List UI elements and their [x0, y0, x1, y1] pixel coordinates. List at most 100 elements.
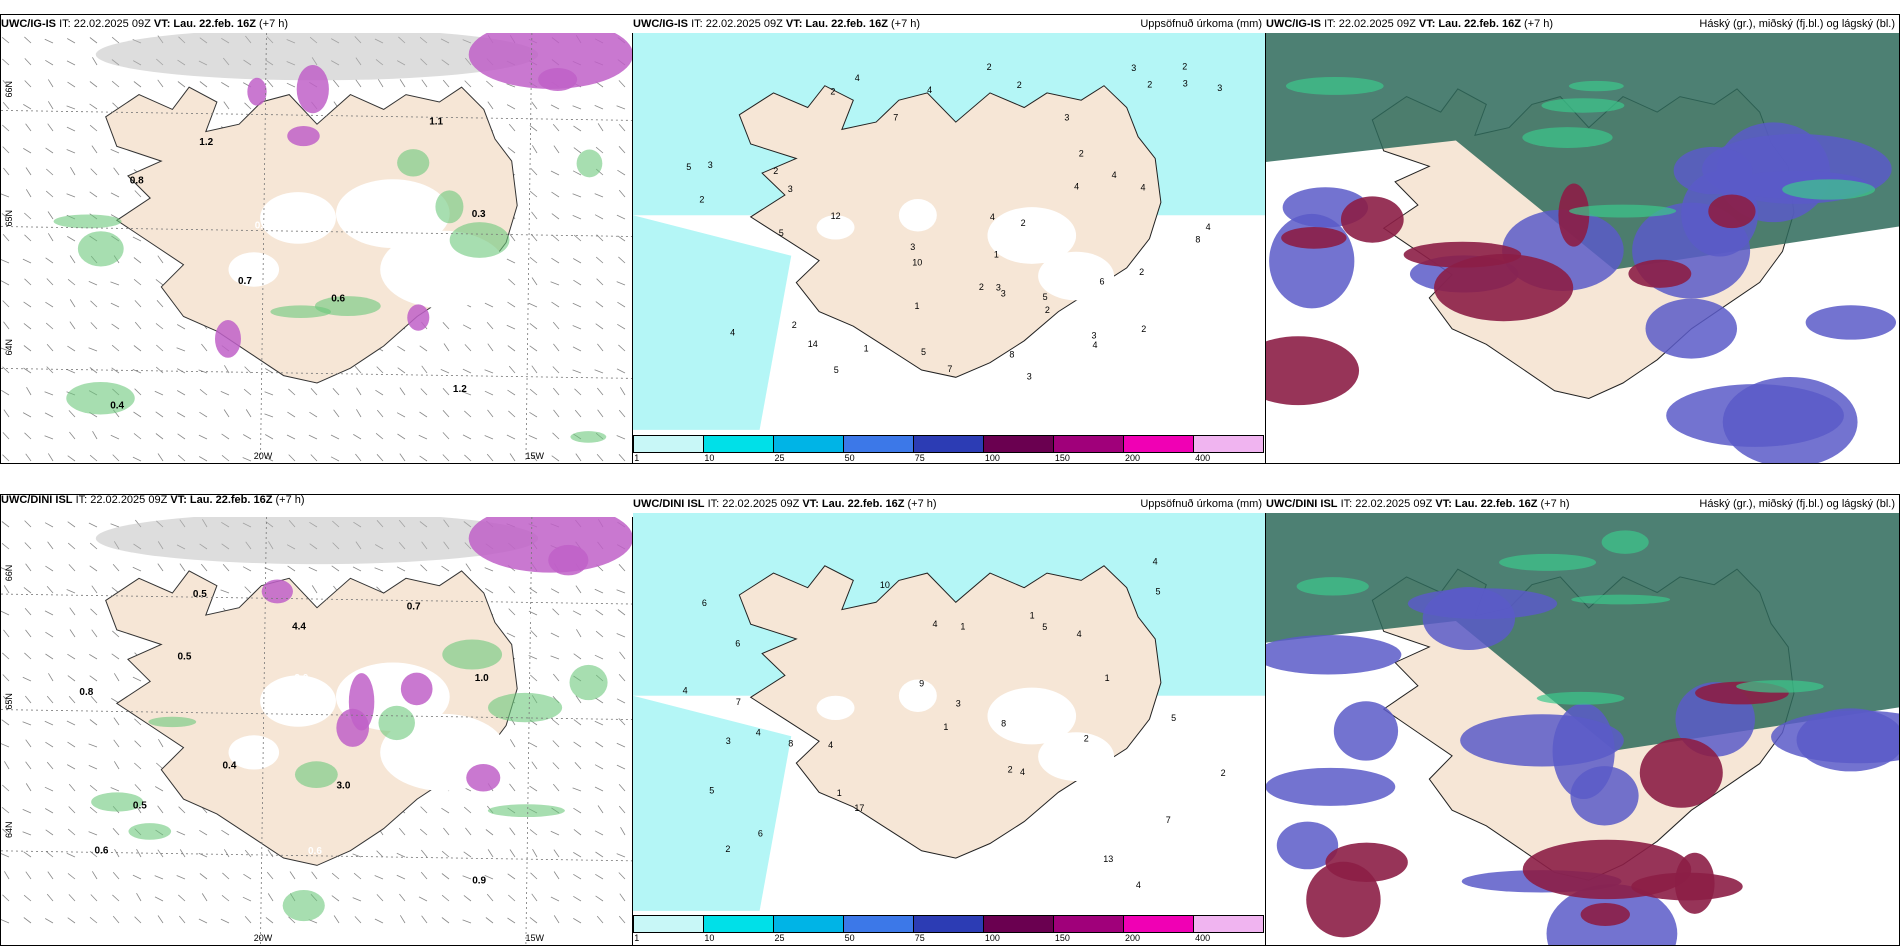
wind-barb — [1, 542, 10, 550]
wind-barb — [616, 368, 626, 374]
wind-barb — [617, 609, 626, 616]
field-blob — [1580, 903, 1630, 927]
field-blob — [1281, 227, 1347, 249]
legend-tick-label: 400 — [1195, 933, 1211, 943]
legend-tick-label: 75 — [914, 933, 925, 943]
map-layer — [1266, 513, 1899, 945]
model-name: UWC/IG-IS — [633, 18, 688, 30]
map-label: 1 — [915, 301, 920, 311]
wind-barb — [507, 873, 516, 880]
wind-barb — [91, 629, 98, 638]
wind-barb — [89, 191, 98, 198]
wind-barb — [529, 256, 538, 264]
wind-barb — [616, 742, 626, 748]
wind-barb — [25, 167, 32, 176]
wind-barb — [47, 453, 54, 462]
legend-tick-label: 50 — [844, 453, 855, 463]
wind-barb — [67, 521, 76, 528]
wind-barb — [265, 434, 274, 440]
wind-barb — [595, 873, 604, 880]
field-blob — [449, 222, 510, 258]
map-label: 3 — [910, 242, 915, 252]
wind-barb — [352, 897, 362, 902]
legend-tick-label: 150 — [1054, 453, 1070, 463]
wind-barb — [399, 453, 406, 462]
wind-barb — [463, 895, 472, 902]
field-blob — [91, 792, 144, 812]
wind-barb — [484, 435, 494, 440]
weather-map[interactable] — [1266, 513, 1899, 945]
valid-time: Lau. 22.feb. 16Z — [805, 18, 888, 30]
wind-barb — [45, 829, 54, 836]
wind-barb — [25, 629, 32, 638]
wind-barb — [619, 893, 626, 902]
map-label: 2 — [1182, 62, 1187, 72]
wind-barb — [44, 38, 54, 44]
weather-map[interactable] — [1266, 33, 1899, 463]
wind-barb — [66, 589, 76, 594]
wind-barb — [22, 258, 32, 264]
wind-barb — [134, 321, 142, 330]
wind-barb — [177, 412, 186, 418]
wind-barb — [46, 585, 54, 594]
wind-barb — [551, 213, 560, 220]
wind-barb — [507, 917, 516, 924]
map-label: 17 — [854, 803, 864, 813]
weather-map[interactable]: 1.2 0.8 0.7 0.5 1.1 0.3 0.6 0.4 1.2 0.8 0.6 1.2 0.5 6… — [1, 33, 633, 463]
wind-barb — [356, 409, 362, 418]
wind-barb — [47, 79, 54, 88]
wind-barb — [157, 563, 164, 572]
wind-barb — [67, 917, 76, 924]
wind-barb — [112, 102, 120, 110]
wind-barb — [267, 849, 274, 858]
wind-barb — [132, 369, 142, 374]
wind-barb — [24, 234, 32, 242]
wind-barb — [441, 917, 450, 924]
map-label: 2 — [792, 320, 797, 330]
wind-barb — [113, 673, 120, 682]
wind-barb — [594, 786, 604, 792]
wind-barb — [90, 894, 98, 902]
wind-barb — [25, 783, 32, 792]
wind-barb — [2, 80, 10, 88]
wind-barb — [572, 105, 582, 110]
map-label: 0.5 — [343, 382, 357, 393]
wind-barb — [440, 369, 450, 374]
map-label: 0.8 — [79, 687, 93, 698]
map-label: 2 — [987, 62, 992, 72]
wind-barb — [67, 455, 76, 462]
wind-barb — [572, 302, 582, 308]
map-panel-igis-cloud: UWC/IG-IS IT: 22.02.2025 09Z VT: Lau. 22… — [1265, 14, 1900, 464]
field-blob — [294, 761, 338, 788]
wind-barb — [552, 366, 560, 374]
wind-barb — [44, 435, 54, 440]
wind-barb — [576, 629, 582, 638]
wind-barb — [154, 390, 164, 396]
wind-barb — [619, 387, 626, 396]
map-label: 7 — [736, 697, 741, 707]
wind-barb — [244, 586, 252, 594]
weather-map[interactable]: 0.3 0.5 0.4 0.6 0.7 1.0 0.4 0.6 0.5 2.0 3.0 0.9 0.9 0… — [1, 517, 633, 945]
wind-barb — [286, 82, 296, 88]
field-blob — [468, 517, 633, 573]
wind-barb — [420, 806, 428, 814]
field-blob — [1434, 254, 1574, 322]
wind-barb — [506, 83, 516, 88]
wind-barb — [352, 566, 362, 572]
wind-barb — [89, 103, 98, 110]
wind-barb — [113, 167, 120, 176]
wind-barb — [572, 610, 582, 616]
wind-barb — [462, 919, 472, 924]
wind-barb — [485, 588, 494, 594]
wind-barb — [157, 849, 164, 858]
wind-barb — [618, 189, 626, 198]
wind-barb — [111, 80, 120, 88]
wind-barb — [550, 655, 560, 660]
wind-barb — [243, 434, 252, 440]
map-label: 2 — [1079, 149, 1084, 159]
wind-barb — [199, 456, 208, 462]
panel-header: UWC/DINI ISL IT: 22.02.2025 09Z VT: Lau.… — [1, 495, 633, 517]
wind-barb — [355, 453, 362, 462]
